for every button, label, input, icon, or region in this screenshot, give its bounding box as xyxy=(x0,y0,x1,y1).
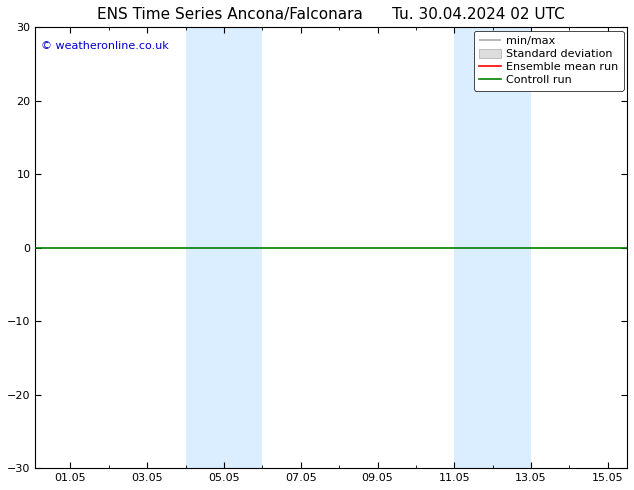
Bar xyxy=(186,27,262,468)
Bar xyxy=(455,27,531,468)
Text: © weatheronline.co.uk: © weatheronline.co.uk xyxy=(41,41,169,50)
Legend: min/max, Standard deviation, Ensemble mean run, Controll run: min/max, Standard deviation, Ensemble me… xyxy=(474,30,624,91)
Title: ENS Time Series Ancona/Falconara      Tu. 30.04.2024 02 UTC: ENS Time Series Ancona/Falconara Tu. 30.… xyxy=(97,7,565,22)
